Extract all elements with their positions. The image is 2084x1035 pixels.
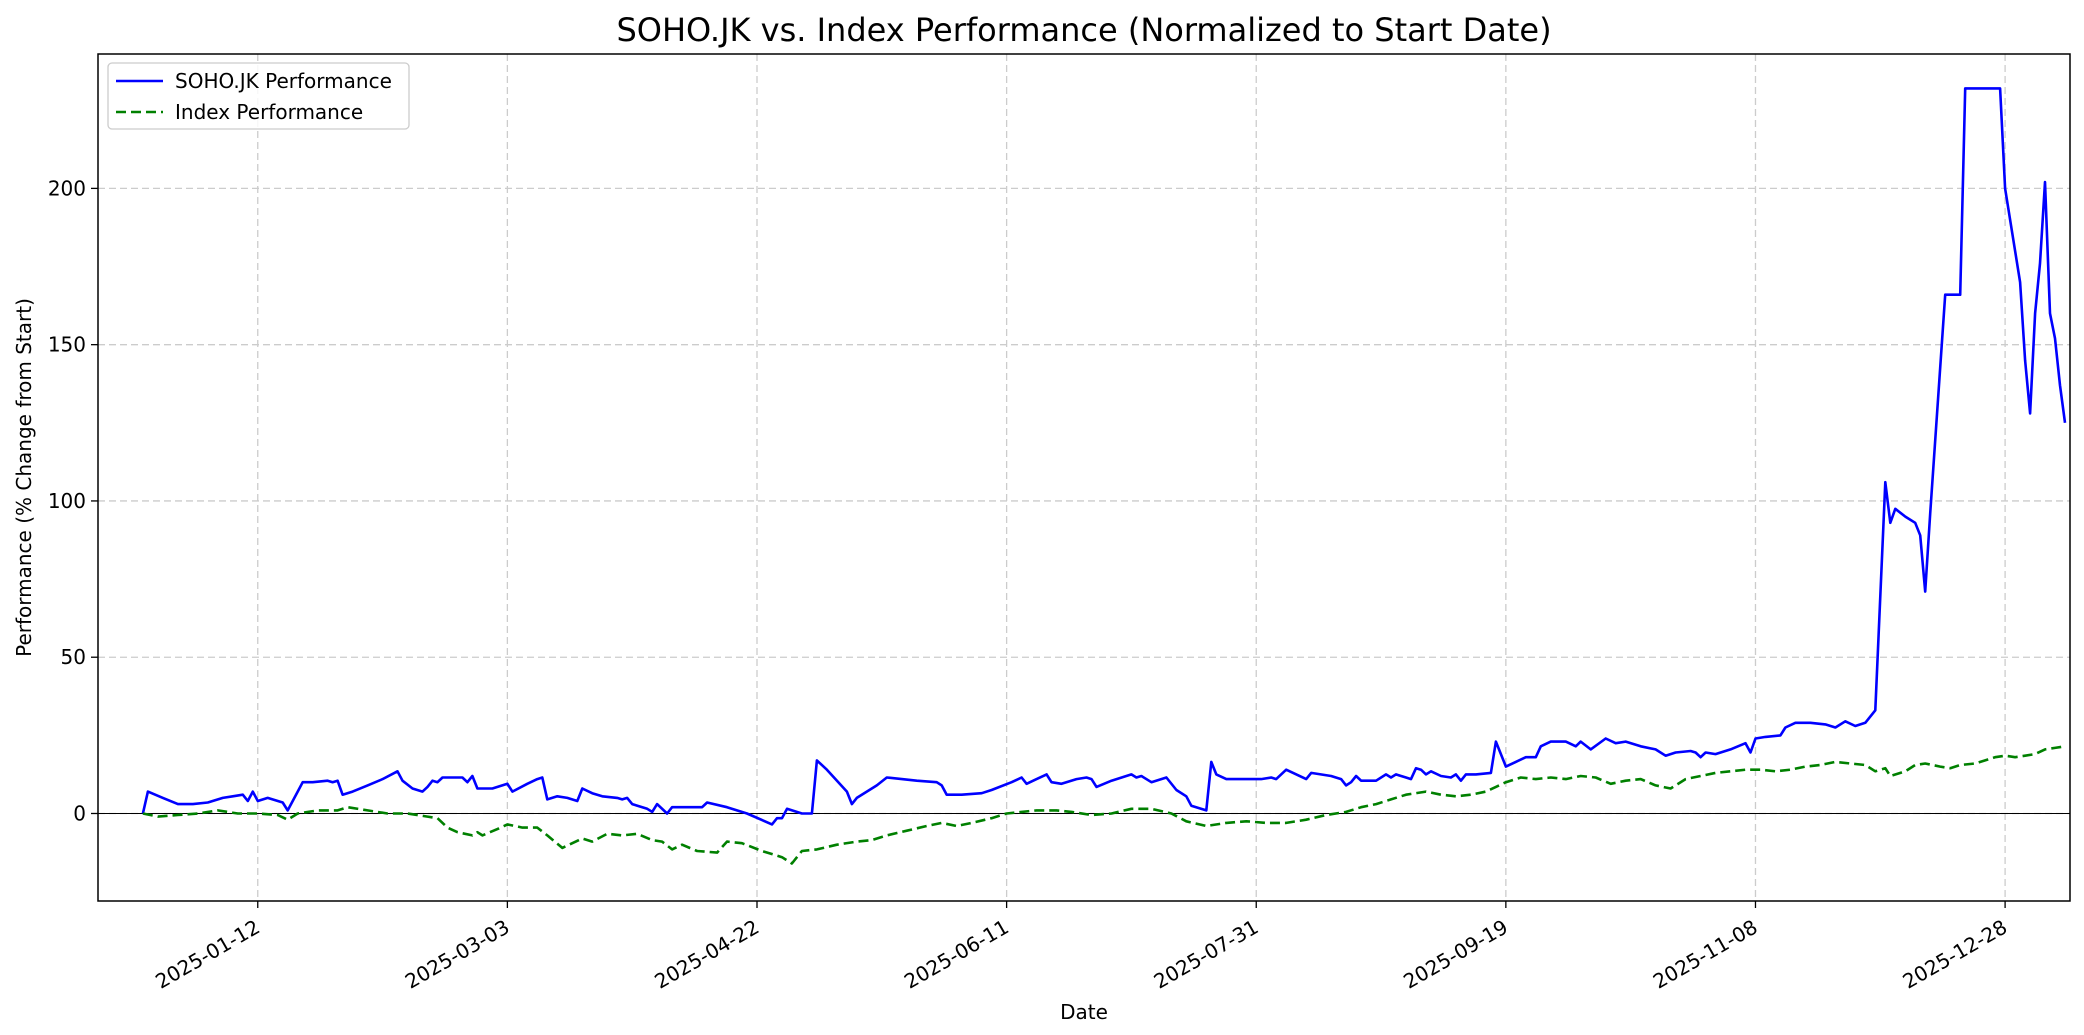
y-tick-label: 0 bbox=[73, 801, 86, 825]
y-tick-label: 200 bbox=[48, 176, 86, 200]
plot-frame bbox=[97, 53, 2071, 902]
chart-title: SOHO.JK vs. Index Performance (Normalize… bbox=[616, 11, 1551, 49]
legend-label: Index Performance bbox=[175, 100, 363, 124]
y-tick-label: 150 bbox=[48, 333, 86, 357]
series-line-1 bbox=[142, 745, 2066, 865]
y-axis: 0 50 100 150 200 bbox=[48, 176, 98, 825]
y-axis-label: Performance (% Change from Start) bbox=[12, 298, 36, 657]
legend-label: SOHO.JK Performance bbox=[175, 69, 392, 93]
x-axis-label: Date bbox=[1060, 1000, 1108, 1024]
series-layer bbox=[141, 87, 2067, 865]
legend: SOHO.JK Performance Index Performance bbox=[107, 62, 410, 130]
series-line-0 bbox=[141, 87, 2067, 826]
legend-box bbox=[107, 62, 410, 130]
y-tick-label: 50 bbox=[61, 645, 86, 669]
y-tick-label: 100 bbox=[48, 489, 86, 513]
